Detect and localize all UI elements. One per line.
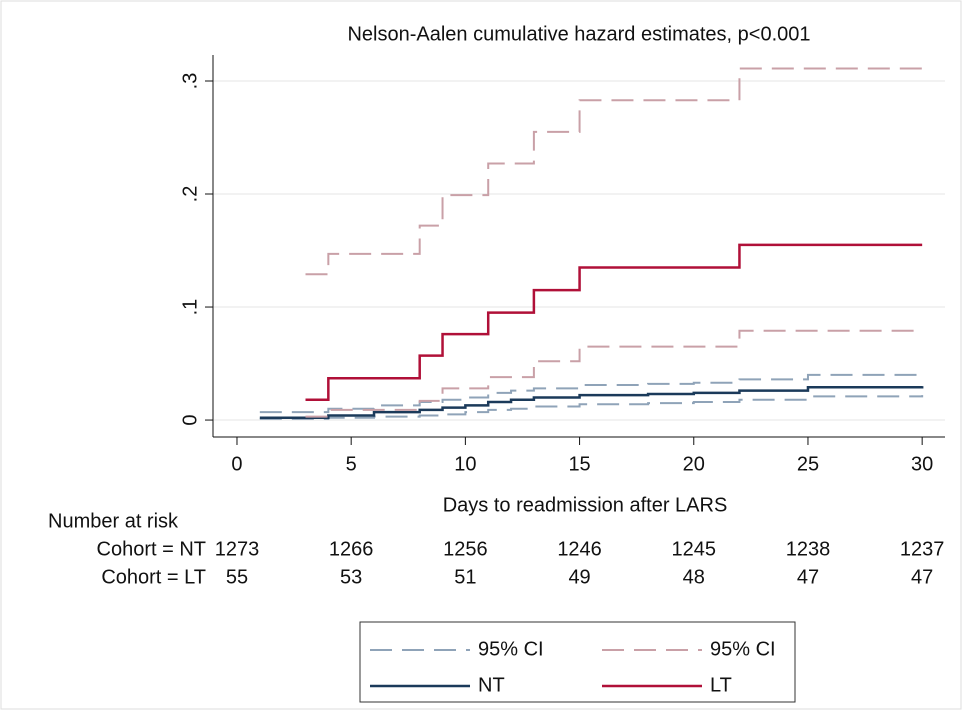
x-tick-label: 0 bbox=[231, 453, 242, 475]
risk-value: 51 bbox=[454, 566, 476, 588]
risk-value: 53 bbox=[340, 566, 362, 588]
risk-value: 49 bbox=[568, 566, 590, 588]
risk-row-label: Cohort = LT bbox=[101, 566, 206, 588]
chart-title: Nelson-Aalen cumulative hazard estimates… bbox=[347, 23, 810, 45]
risk-value: 55 bbox=[226, 566, 248, 588]
risk-value: 1273 bbox=[215, 538, 260, 560]
legend bbox=[359, 621, 796, 703]
legend-label: NT bbox=[478, 674, 505, 696]
risk-value: 48 bbox=[683, 566, 705, 588]
x-tick-label: 5 bbox=[346, 453, 357, 475]
risk-value: 47 bbox=[797, 566, 819, 588]
risk-value: 1246 bbox=[557, 538, 602, 560]
risk-value: 1266 bbox=[329, 538, 374, 560]
risk-table-title: Number at risk bbox=[48, 510, 179, 532]
x-tick-label: 15 bbox=[568, 453, 590, 475]
x-tick-label: 10 bbox=[454, 453, 476, 475]
legend-label: 95% CI bbox=[710, 638, 776, 660]
ci-lower-line bbox=[259, 395, 924, 420]
y-tick-label: .3 bbox=[179, 73, 201, 90]
risk-value: 1245 bbox=[672, 538, 717, 560]
hazard-line bbox=[259, 386, 924, 420]
risk-value: 1256 bbox=[443, 538, 488, 560]
ci-upper-line bbox=[259, 373, 923, 414]
risk-value: 1237 bbox=[900, 538, 945, 560]
risk-value: 47 bbox=[911, 566, 933, 588]
y-tick-label: .2 bbox=[179, 186, 201, 203]
hazard-line bbox=[305, 243, 923, 401]
y-tick-label: .1 bbox=[179, 299, 201, 316]
x-tick-label: 25 bbox=[797, 453, 819, 475]
x-axis-label: Days to readmission after LARS bbox=[443, 494, 728, 516]
y-tick-label: 0 bbox=[179, 414, 201, 425]
x-tick-label: 20 bbox=[683, 453, 705, 475]
legend-label: LT bbox=[710, 674, 732, 696]
risk-row-label: Cohort = NT bbox=[97, 538, 206, 560]
ci-upper-line bbox=[305, 67, 923, 276]
ci-lower-line bbox=[305, 329, 923, 418]
x-tick-label: 30 bbox=[911, 453, 933, 475]
risk-value: 1238 bbox=[786, 538, 831, 560]
legend-label: 95% CI bbox=[478, 638, 544, 660]
